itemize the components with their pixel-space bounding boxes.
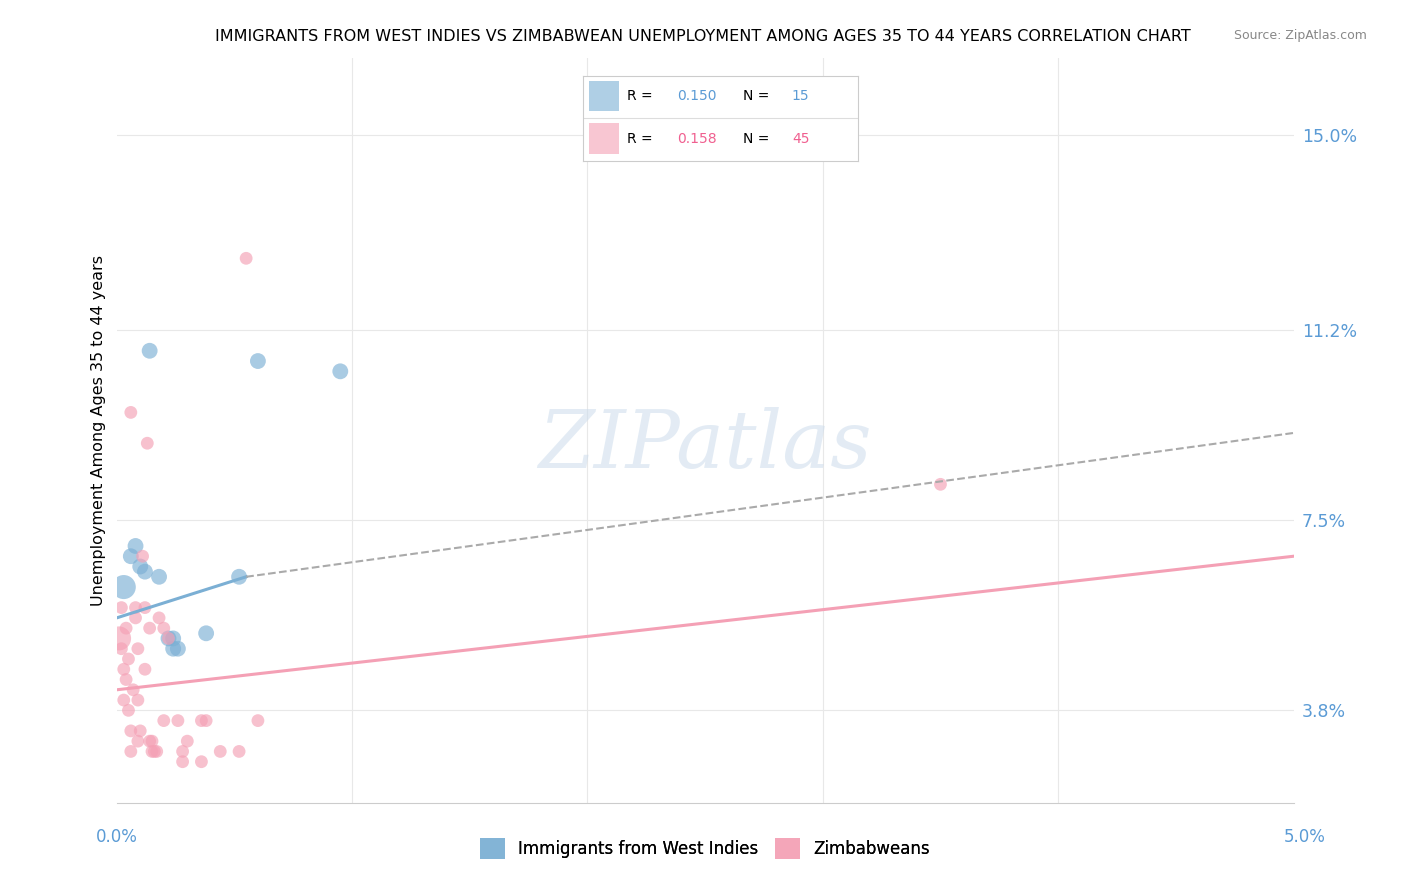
Point (138, 621, 160, 635)
Point (157, 632, 180, 646)
Point (148, 611, 170, 625)
Point (136, 436, 159, 450)
Point (228, 744, 250, 758)
Point (127, 734, 149, 748)
Point (134, 600, 156, 615)
Point (122, 682, 145, 697)
Point (115, 673, 138, 687)
Point (120, 744, 142, 758)
Text: IMMIGRANTS FROM WEST INDIES VS ZIMBABWEAN UNEMPLOYMENT AMONG AGES 35 TO 44 YEARS: IMMIGRANTS FROM WEST INDIES VS ZIMBABWEA… (215, 29, 1191, 44)
Point (138, 734, 160, 748)
Point (120, 723, 142, 738)
Point (162, 641, 184, 656)
Point (190, 714, 212, 728)
Point (190, 755, 212, 769)
Point (329, 364, 352, 378)
Point (129, 723, 152, 738)
Text: N =: N = (742, 131, 773, 145)
Point (112, 580, 135, 594)
Point (112, 662, 135, 676)
Text: R =: R = (627, 89, 658, 103)
Text: R =: R = (627, 131, 658, 145)
Point (195, 626, 218, 640)
Point (157, 632, 180, 646)
Text: 45: 45 (792, 131, 810, 145)
Text: 5.0%: 5.0% (1284, 828, 1326, 846)
Point (124, 539, 146, 553)
Point (162, 632, 184, 646)
Point (152, 714, 174, 728)
Text: ZIPatlas: ZIPatlas (538, 407, 872, 484)
Point (929, 477, 952, 491)
Point (167, 641, 190, 656)
Point (195, 714, 218, 728)
Point (148, 570, 170, 584)
Point (141, 744, 163, 758)
Point (120, 405, 142, 419)
Point (124, 600, 146, 615)
Point (108, 632, 131, 646)
Legend: Immigrants from West Indies, Zimbabweans: Immigrants from West Indies, Zimbabweans (474, 831, 936, 865)
Point (152, 621, 174, 635)
Point (246, 354, 269, 368)
Point (167, 714, 190, 728)
Point (141, 734, 163, 748)
Point (172, 755, 194, 769)
Point (145, 744, 167, 758)
Text: 15: 15 (792, 89, 810, 103)
Point (235, 252, 257, 266)
Point (131, 549, 153, 564)
Point (134, 662, 156, 676)
Point (120, 549, 142, 564)
Point (129, 559, 152, 574)
Text: 0.150: 0.150 (676, 89, 716, 103)
Bar (589, 123, 619, 153)
Point (127, 693, 149, 707)
Point (172, 744, 194, 758)
Point (117, 703, 139, 717)
Point (117, 652, 139, 666)
Point (246, 714, 269, 728)
Point (127, 641, 149, 656)
Point (143, 744, 166, 758)
Point (110, 600, 132, 615)
Y-axis label: Unemployment Among Ages 35 to 44 years: Unemployment Among Ages 35 to 44 years (90, 255, 105, 606)
Point (134, 565, 156, 579)
Point (138, 343, 160, 358)
Point (110, 641, 132, 656)
Point (112, 693, 135, 707)
Point (124, 611, 146, 625)
Point (209, 744, 232, 758)
Point (228, 570, 250, 584)
Point (176, 734, 198, 748)
Text: N =: N = (742, 89, 773, 103)
Text: 0.0%: 0.0% (96, 828, 138, 846)
Bar (589, 81, 619, 112)
Text: 0.158: 0.158 (676, 131, 716, 145)
Text: Source: ZipAtlas.com: Source: ZipAtlas.com (1233, 29, 1367, 42)
Point (115, 621, 138, 635)
